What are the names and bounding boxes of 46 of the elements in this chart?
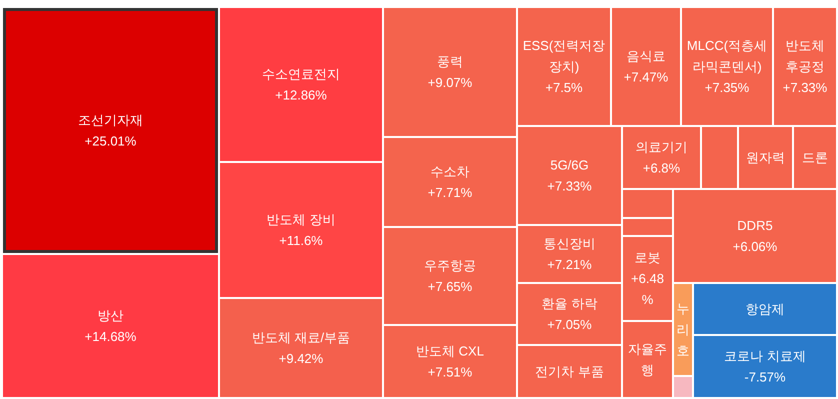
category-label: 풍력 — [437, 54, 463, 69]
data-label: +7.33% — [547, 178, 592, 194]
data-label: +7.05% — [547, 317, 592, 332]
category-label: 통신장비 — [544, 236, 596, 251]
data-label: +9.07% — [428, 75, 473, 90]
data-label: +7.35% — [704, 80, 750, 95]
data-label: +14.68% — [84, 329, 137, 344]
category-label: 반도체 장비 — [266, 212, 336, 227]
category-label: 누리호 — [676, 301, 690, 358]
data-label: +6.48% — [631, 271, 664, 307]
category-label: 로봇 — [634, 250, 660, 265]
category-label: DDR5 — [737, 218, 773, 233]
category-label: 수소차 — [430, 164, 470, 179]
category-label: 반도체 재료/부품 — [252, 330, 350, 345]
data-label: +6.06% — [732, 239, 778, 254]
data-label: +7.51% — [428, 364, 473, 380]
data-label: +12.86% — [275, 88, 328, 102]
category-label: 코로나 치료제 — [724, 348, 806, 364]
data-label: +7.5% — [545, 80, 584, 95]
category-label: MLCC(적층세라믹콘덴서) — [686, 38, 768, 74]
category-label: 드론 — [802, 150, 828, 165]
category-label: 반도체 CXL — [416, 344, 484, 358]
category-label: 전기차 부품 — [535, 364, 604, 379]
data-label: +7.21% — [547, 257, 592, 272]
category-label: 의료기기 — [636, 140, 688, 154]
category-label: 자율주행 — [628, 342, 667, 378]
category-label: 조선기자재 — [78, 112, 143, 128]
category-label: ESS(전력저장 장치) — [522, 38, 606, 74]
data-label: -7.57% — [744, 370, 786, 384]
category-label: 음식료 — [626, 48, 666, 64]
category-label: 원자력 — [746, 150, 785, 165]
data-label: +25.01% — [84, 134, 137, 148]
data-label: +7.65% — [428, 279, 473, 294]
category-label: 수소연료전지 — [262, 66, 340, 82]
data-label: +7.71% — [428, 185, 473, 200]
category-label: 반도체 후공정 — [786, 38, 824, 74]
data-label: +9.42% — [278, 351, 324, 366]
category-label: 방산 — [98, 308, 124, 323]
data-label: +7.33% — [782, 80, 828, 95]
category-label: 환율 하락 — [542, 296, 598, 311]
data-label: +6.8% — [642, 160, 681, 176]
category-label: 항암제 — [746, 302, 784, 316]
category-label: 우주항공 — [424, 258, 476, 273]
data-label: +7.47% — [624, 70, 669, 84]
category-label: 5G/6G — [550, 158, 589, 172]
data-label: +11.6% — [279, 233, 324, 248]
